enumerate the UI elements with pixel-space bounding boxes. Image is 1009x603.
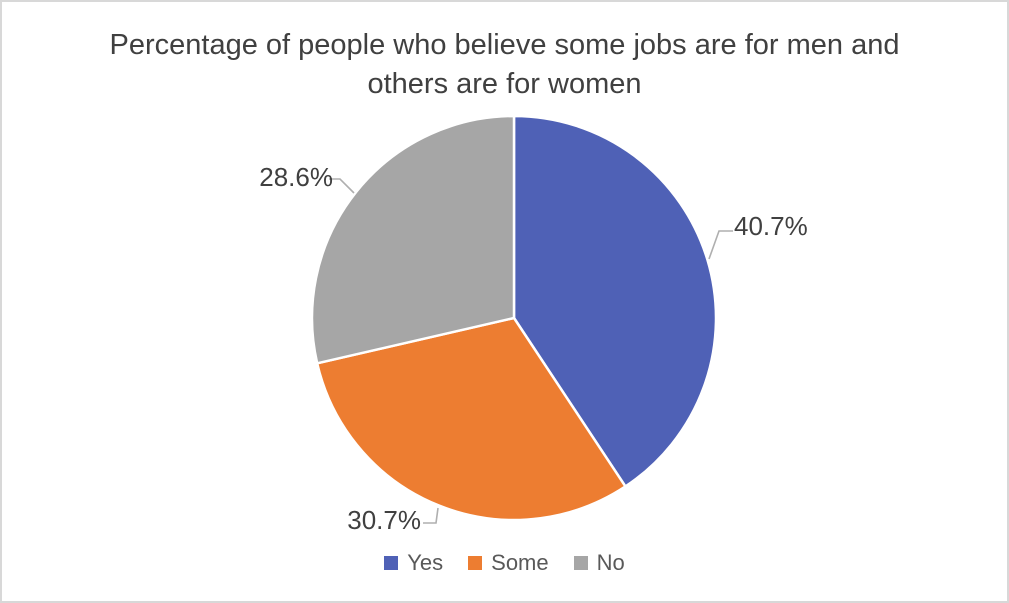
legend-swatch-no xyxy=(573,556,588,570)
legend-swatch-yes xyxy=(384,556,399,570)
legend-item-no: No xyxy=(573,550,625,576)
data-label-some: 30.7% xyxy=(347,505,421,535)
legend-label-yes: Yes xyxy=(407,550,444,575)
leader-line-some xyxy=(423,507,439,524)
legend-label-no: No xyxy=(596,550,625,575)
legend-item-some: Some xyxy=(468,550,549,576)
legend: Yes Some No xyxy=(2,550,1007,576)
leader-line-yes xyxy=(708,230,733,260)
legend-item-yes: Yes xyxy=(384,550,443,576)
leader-line-no xyxy=(329,178,355,194)
pie-slice-some xyxy=(315,316,627,522)
legend-swatch-some xyxy=(468,556,483,570)
data-label-no: 28.6% xyxy=(259,162,333,192)
data-label-yes: 40.7% xyxy=(734,211,808,241)
chart-title: Percentage of people who believe some jo… xyxy=(109,29,900,100)
legend-label-some: Some xyxy=(491,550,549,575)
pie-slice-no xyxy=(310,114,516,365)
